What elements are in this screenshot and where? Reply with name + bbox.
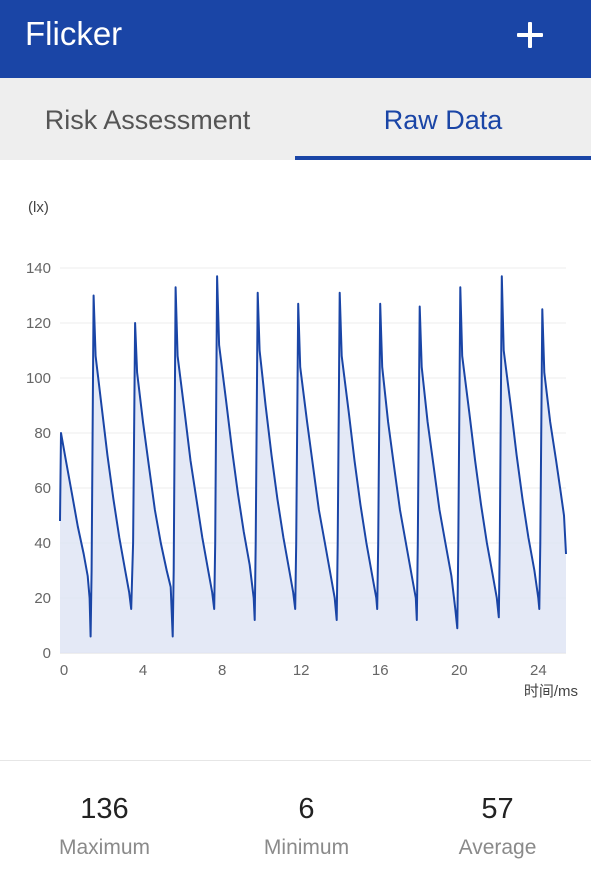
- add-button[interactable]: [505, 10, 553, 58]
- x-tick-label: 8: [218, 662, 226, 679]
- stat-minimum: 6 Minimum: [208, 790, 405, 863]
- plus-icon: [517, 22, 543, 48]
- tab-raw-data[interactable]: Raw Data: [295, 78, 591, 160]
- x-tick-label: 24: [530, 662, 547, 679]
- app-title: Flicker: [25, 15, 123, 52]
- tab-risk-assessment[interactable]: Risk Assessment: [0, 78, 295, 160]
- stat-value: 136: [80, 793, 129, 825]
- y-tick-label: 140: [26, 260, 51, 277]
- stat-label: Average: [458, 836, 537, 859]
- x-tick-label: 4: [139, 662, 147, 679]
- chart-area-fill: [60, 276, 566, 653]
- tab-bar: Risk Assessment Raw Data: [0, 78, 591, 160]
- y-tick-label: 0: [43, 645, 51, 662]
- y-tick-label: 80: [34, 425, 51, 442]
- stat-label: Minimum: [263, 836, 350, 859]
- stat-value: 6: [298, 793, 315, 825]
- divider: [0, 760, 591, 761]
- y-tick-label: 20: [34, 590, 51, 607]
- x-tick-label: 16: [372, 662, 389, 679]
- stat-value: 57: [481, 793, 514, 825]
- stat-label: Maximum: [58, 836, 150, 859]
- y-tick-label: 100: [26, 370, 51, 387]
- x-tick-label: 12: [293, 662, 310, 679]
- app-bar: Flicker: [0, 0, 591, 78]
- flicker-chart: 0 20 40 60 80 100 120 140 0 4 8 12 16 20 24 (lx) 时间/ms: [0, 160, 591, 760]
- stat-average: 57 Average: [399, 790, 591, 863]
- y-tick-label: 40: [34, 535, 51, 552]
- y-tick-label: 120: [26, 315, 51, 332]
- x-tick-label: 0: [60, 662, 68, 679]
- y-axis-label: (lx): [28, 199, 49, 216]
- x-axis-label: 时间/ms: [524, 683, 578, 700]
- stat-maximum: 136 Maximum: [6, 790, 203, 863]
- tab-active-indicator: [295, 156, 591, 160]
- chart-svg: 0 20 40 60 80 100 120 140 0 4 8 12 16 20 24 (lx) 时间/ms: [26, 199, 578, 700]
- tab-label: Raw Data: [383, 105, 503, 135]
- tab-label: Risk Assessment: [44, 105, 251, 135]
- y-tick-label: 60: [34, 480, 51, 497]
- x-tick-label: 20: [451, 662, 468, 679]
- chart-series-line: [59, 275, 567, 638]
